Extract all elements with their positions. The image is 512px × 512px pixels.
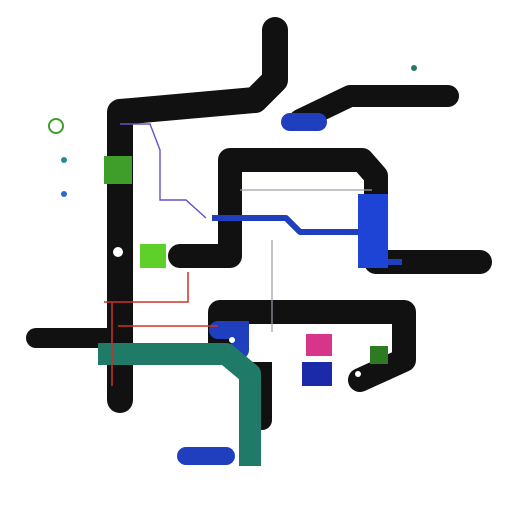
connector-red <box>104 272 218 386</box>
route-teal <box>98 343 261 466</box>
connector-purple <box>120 123 207 219</box>
station-marker-green-ring <box>48 118 64 134</box>
green-block-west <box>104 156 132 184</box>
magenta-square <box>306 334 332 356</box>
station-marker-blue-dot <box>61 191 67 197</box>
route-black-loop <box>168 148 492 274</box>
station-marker-hub <box>229 337 235 343</box>
lime-block <box>140 244 166 268</box>
station-marker-teal-small <box>411 65 417 71</box>
route-black-east <box>289 85 459 131</box>
route-blue-hub <box>209 321 249 359</box>
station-marker-black-dot <box>355 371 361 377</box>
station-marker-teal-dot <box>61 157 67 163</box>
green-station-block <box>370 346 388 364</box>
blue-station-block <box>358 194 388 268</box>
station-marker-west <box>111 245 125 259</box>
route-black-main <box>107 17 288 413</box>
connector-gray <box>240 189 372 332</box>
navy-square <box>302 362 332 386</box>
